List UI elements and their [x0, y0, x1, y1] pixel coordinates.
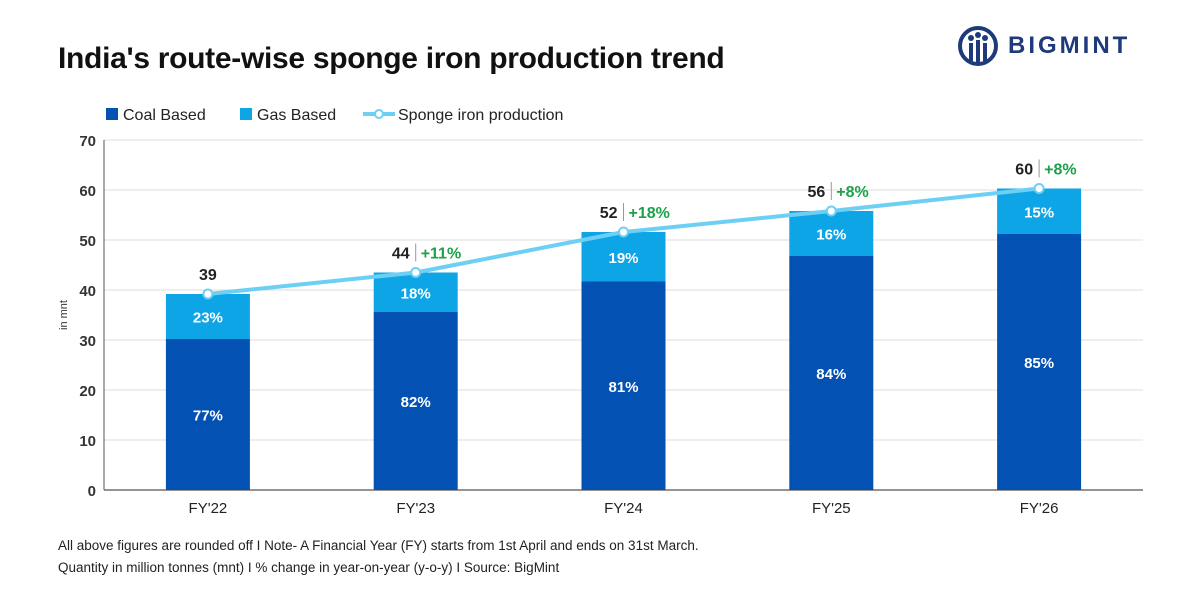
coal-share-label: 85% [1024, 355, 1054, 372]
brand-name: BIGMINT [1008, 32, 1131, 59]
total-label: 52 [600, 205, 618, 222]
footnote-2: Quantity in million tonnes (mnt) I % cha… [58, 560, 560, 575]
coal-share-label: 77% [193, 408, 223, 425]
x-tick-label: FY'23 [396, 500, 435, 517]
growth-label: +8% [836, 184, 868, 201]
footnote-1: All above figures are rounded off I Note… [58, 538, 699, 553]
y-tick-label: 70 [79, 133, 96, 150]
x-tick-label: FY'26 [1020, 500, 1059, 517]
coal-share-label: 81% [608, 379, 638, 396]
gas-share-label: 19% [608, 250, 638, 267]
brand-logo: BIGMINT [958, 26, 1130, 66]
bar-gas [997, 188, 1082, 234]
bar-gas [373, 272, 458, 312]
coal-share-label: 84% [816, 366, 846, 383]
x-tick-label: FY'25 [812, 500, 851, 517]
coal-share-label: 82% [401, 394, 431, 411]
gas-share-label: 18% [401, 285, 431, 302]
y-tick-label: 50 [79, 233, 96, 250]
legend-label-sponge: Sponge iron production [398, 107, 563, 124]
bigmint-logo-icon [958, 26, 998, 66]
bar-coal [997, 234, 1082, 490]
legend-label-coal: Coal Based [123, 107, 206, 124]
bar-coal [789, 256, 874, 490]
y-tick-label: 10 [79, 433, 96, 450]
bar-gas [581, 232, 666, 282]
gas-share-label: 15% [1024, 204, 1054, 221]
total-label: 56 [808, 184, 826, 201]
bar-coal [165, 339, 250, 490]
legend-label-gas: Gas Based [257, 107, 336, 124]
line-point [618, 226, 629, 238]
gas-share-label: 16% [816, 227, 846, 244]
total-label: 39 [199, 267, 217, 284]
total-label: 44 [392, 246, 410, 263]
legend-swatch-coal [106, 108, 118, 120]
chart-title: India's route-wise sponge iron productio… [58, 42, 725, 75]
y-axis-label: in mnt [58, 300, 70, 330]
bar-coal [373, 312, 458, 490]
y-tick-label: 20 [79, 383, 96, 400]
legend-swatch-gas [240, 108, 252, 120]
bar-gas [789, 211, 874, 256]
x-tick-label: FY'22 [189, 500, 228, 517]
growth-label: +18% [629, 205, 670, 222]
growth-label: +8% [1044, 162, 1076, 179]
bar-coal [581, 281, 666, 490]
line-point [825, 205, 837, 217]
gas-share-label: 23% [193, 310, 223, 327]
line-point [202, 288, 214, 300]
growth-label: +11% [421, 246, 461, 263]
x-tick-label: FY'24 [604, 500, 643, 517]
total-label: 60 [1015, 162, 1033, 179]
legend-marker-sponge [374, 109, 384, 119]
bar-gas [165, 294, 250, 339]
y-tick-label: 0 [88, 483, 96, 500]
line-point [1033, 183, 1045, 194]
y-tick-label: 60 [79, 183, 96, 200]
line-point [410, 267, 422, 278]
y-tick-label: 40 [79, 283, 96, 300]
y-tick-label: 30 [79, 333, 96, 350]
